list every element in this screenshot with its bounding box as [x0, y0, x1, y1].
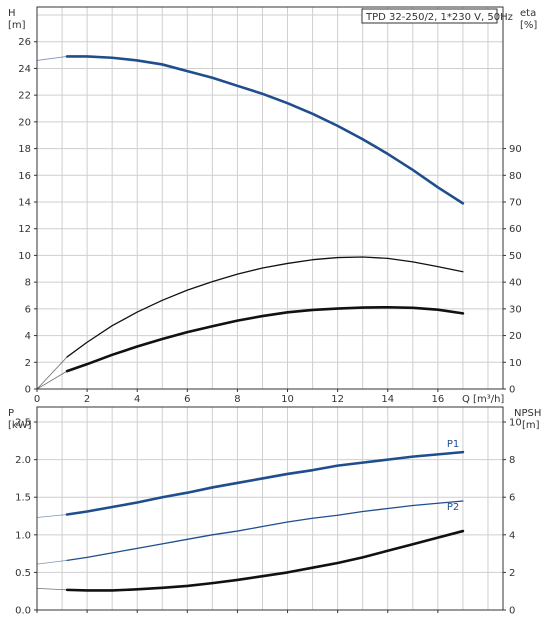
x-tick-label: 4: [134, 394, 140, 405]
left-tick-label: 10: [18, 251, 31, 262]
x-tick-label: 10: [281, 394, 294, 405]
top-panel-frame: [36, 6, 504, 390]
left-tick-label: 0.0: [15, 606, 31, 617]
right-tick-label: 80: [509, 171, 522, 182]
curve-extension: [36, 587, 68, 591]
chart-legend-box: [361, 8, 498, 24]
x-tick-label: 16: [431, 394, 444, 405]
curve-line: [66, 256, 464, 358]
right-tick-label: 0: [509, 606, 515, 617]
left-tick-label: 0.5: [15, 568, 31, 579]
right-tick-label: 2: [509, 568, 515, 579]
left-tick-label: 1.5: [15, 493, 31, 504]
left-tick-label: 2.0: [15, 455, 31, 466]
top-tick-labels: 0246810121416182022242601020304050607080…: [18, 37, 521, 405]
bottom-curves: P1 P2: [36, 439, 465, 592]
left-tick-label: 16: [18, 171, 31, 182]
right-tick-label: 70: [509, 198, 522, 209]
right-tick-label: 6: [509, 493, 515, 504]
left-tick-label: 18: [18, 144, 31, 155]
left-tick-label: 6: [25, 304, 31, 315]
chart-legend-text: TPD 32-250/2, 1*230 V, 50Hz: [365, 12, 513, 23]
curve-extension: [36, 514, 68, 518]
curve-extension: [36, 56, 68, 61]
right-tick-label: 40: [509, 278, 522, 289]
right-tick-label: 50: [509, 251, 522, 262]
left-tick-label: 14: [18, 198, 31, 209]
curve-extension: [36, 559, 68, 565]
bottom-tick-labels: 0.0 0.5 1.0 1.5 2.0 2.5 0 2 4 6 8 10: [15, 418, 522, 617]
x-tick-label: 14: [381, 394, 394, 405]
left-axis-unit-kw: [kW]: [8, 420, 32, 431]
left-axis-unit-m: [m]: [8, 20, 26, 31]
curve-line: [65, 450, 465, 516]
right-axis-unit-percent: [%]: [520, 20, 537, 31]
right-tick-label: 20: [509, 331, 522, 342]
right-tick-label: 90: [509, 144, 522, 155]
curve-label: P2: [447, 502, 459, 513]
curve-extension: [36, 356, 68, 390]
left-axis-title-h: H: [8, 8, 16, 19]
x-axis-title-q: Q [m³/h]: [462, 394, 504, 405]
top-grid: [37, 7, 503, 389]
right-tick-label: 0: [509, 385, 515, 396]
left-tick-label: 0: [25, 385, 31, 396]
bottom-panel: P1 P2 0.0 0.5 1.0 1.5 2.0 2.5 0 2 4 6 8 10 P [kW] NP…: [8, 406, 541, 617]
right-axis-title-eta: eta: [520, 8, 536, 19]
right-tick-label: 10: [509, 358, 522, 369]
right-tick-label: 30: [509, 304, 522, 315]
left-tick-label: 26: [18, 37, 31, 48]
x-tick-label: 0: [34, 394, 40, 405]
x-tick-label: 6: [184, 394, 190, 405]
top-curves: [36, 55, 465, 390]
right-tick-label: 8: [509, 455, 515, 466]
right-tick-label: 4: [509, 530, 515, 541]
right-tick-label: 60: [509, 224, 522, 235]
curve-line: [65, 529, 465, 592]
left-tick-label: 4: [25, 331, 31, 342]
curve-line: [66, 500, 464, 562]
left-tick-label: 12: [18, 224, 31, 235]
right-tick-label: 10: [509, 418, 522, 429]
curve-line: [65, 305, 465, 373]
curve-label: P1: [447, 439, 459, 450]
top-panel: 0246810121416182022242601020304050607080…: [8, 6, 537, 405]
bottom-panel-frame: [36, 406, 504, 611]
left-tick-label: 8: [25, 278, 31, 289]
left-tick-label: 22: [18, 91, 31, 102]
left-tick-label: 20: [18, 117, 31, 128]
x-tick-label: 2: [84, 394, 90, 405]
bottom-grid: [37, 407, 503, 610]
left-tick-label: 24: [18, 64, 31, 75]
right-axis-unit-m: [m]: [522, 420, 540, 431]
left-tick-label: 2.5: [15, 418, 31, 429]
left-axis-title-p: P: [8, 408, 14, 419]
right-axis-title-npsh: NPSH: [514, 408, 541, 419]
curve-line: [65, 55, 465, 205]
curve-extension: [36, 370, 68, 390]
x-tick-label: 12: [331, 394, 344, 405]
left-tick-label: 1.0: [15, 530, 31, 541]
left-tick-label: 2: [25, 358, 31, 369]
x-tick-label: 8: [234, 394, 240, 405]
